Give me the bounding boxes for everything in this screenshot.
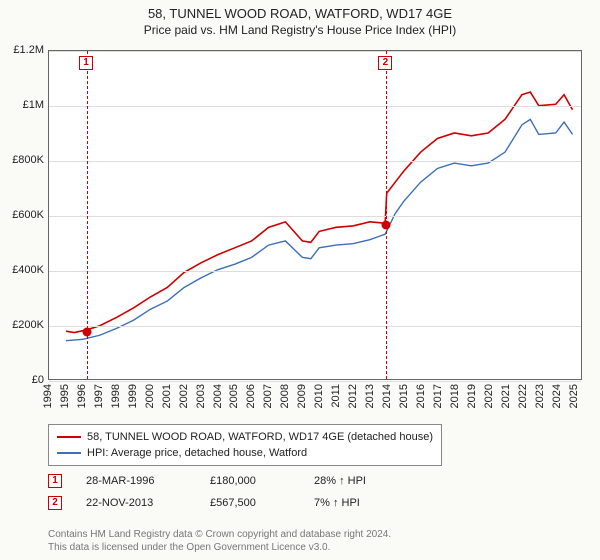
- x-tick-label: 2007: [262, 384, 274, 408]
- x-tick-label: 2012: [347, 384, 359, 408]
- gridline: [49, 271, 581, 272]
- legend-swatch: [57, 436, 81, 438]
- event-table: 1 28-MAR-1996 £180,000 28% ↑ HPI 2 22-NOV-201…: [48, 470, 404, 514]
- x-tick-label: 2016: [415, 384, 427, 408]
- y-tick-label: £1.2M: [4, 44, 44, 56]
- gridline: [49, 106, 581, 107]
- chart-svg: [49, 51, 581, 379]
- x-tick-label: 1998: [110, 384, 122, 408]
- footer-attribution: Contains HM Land Registry data © Crown c…: [48, 528, 391, 554]
- x-tick-label: 2023: [534, 384, 546, 408]
- x-tick-label: 1997: [93, 384, 105, 408]
- x-tick-label: 1996: [76, 384, 88, 408]
- x-tick-label: 2021: [500, 384, 512, 408]
- footer-line: Contains HM Land Registry data © Crown c…: [48, 528, 391, 541]
- gridline: [49, 326, 581, 327]
- chart-subtitle: Price paid vs. HM Land Registry's House …: [0, 21, 600, 41]
- event-marker: 1: [79, 56, 93, 70]
- event-date: 22-NOV-2013: [86, 497, 186, 509]
- gridline: [49, 381, 581, 382]
- plot-area: [48, 50, 582, 380]
- event-marker: 2: [378, 56, 392, 70]
- chart-title: 58, TUNNEL WOOD ROAD, WATFORD, WD17 4GE: [0, 0, 600, 21]
- x-tick-label: 2000: [144, 384, 156, 408]
- y-tick-label: £400K: [4, 264, 44, 276]
- x-tick-label: 2005: [228, 384, 240, 408]
- y-tick-label: £800K: [4, 154, 44, 166]
- footer-line: This data is licensed under the Open Gov…: [48, 541, 391, 554]
- event-dot: [82, 327, 91, 336]
- x-tick-label: 2015: [398, 384, 410, 408]
- y-tick-label: £1M: [4, 99, 44, 111]
- x-tick-label: 2010: [313, 384, 325, 408]
- chart-container: 58, TUNNEL WOOD ROAD, WATFORD, WD17 4GE …: [0, 0, 600, 560]
- x-tick-label: 2017: [432, 384, 444, 408]
- event-delta: 28% ↑ HPI: [314, 475, 404, 487]
- event-marker: 1: [48, 474, 62, 488]
- event-row: 1 28-MAR-1996 £180,000 28% ↑ HPI: [48, 470, 404, 492]
- event-row: 2 22-NOV-2013 £567,500 7% ↑ HPI: [48, 492, 404, 514]
- legend-row: HPI: Average price, detached house, Watf…: [57, 445, 433, 461]
- y-tick-label: £600K: [4, 209, 44, 221]
- gridline: [49, 216, 581, 217]
- x-tick-label: 1994: [42, 384, 54, 408]
- x-tick-label: 2019: [466, 384, 478, 408]
- x-tick-label: 1995: [59, 384, 71, 408]
- x-tick-label: 2020: [483, 384, 495, 408]
- event-date: 28-MAR-1996: [86, 475, 186, 487]
- legend-row: 58, TUNNEL WOOD ROAD, WATFORD, WD17 4GE …: [57, 429, 433, 445]
- event-marker: 2: [48, 496, 62, 510]
- event-vline: [386, 51, 387, 379]
- legend: 58, TUNNEL WOOD ROAD, WATFORD, WD17 4GE …: [48, 424, 442, 466]
- x-tick-label: 2022: [517, 384, 529, 408]
- event-dot: [382, 220, 391, 229]
- x-tick-label: 2001: [161, 384, 173, 408]
- series-price_paid: [66, 92, 573, 333]
- gridline: [49, 51, 581, 52]
- y-tick-label: £200K: [4, 319, 44, 331]
- x-tick-label: 2008: [279, 384, 291, 408]
- x-tick-label: 2013: [364, 384, 376, 408]
- gridline: [49, 161, 581, 162]
- x-tick-label: 2004: [212, 384, 224, 408]
- x-tick-label: 2014: [381, 384, 393, 408]
- x-tick-label: 2018: [449, 384, 461, 408]
- x-tick-label: 2025: [568, 384, 580, 408]
- x-tick-label: 2011: [330, 384, 342, 408]
- x-tick-label: 2009: [296, 384, 308, 408]
- legend-swatch: [57, 452, 81, 454]
- x-tick-label: 1999: [127, 384, 139, 408]
- x-tick-label: 2002: [178, 384, 190, 408]
- x-tick-label: 2006: [245, 384, 257, 408]
- legend-label: 58, TUNNEL WOOD ROAD, WATFORD, WD17 4GE …: [87, 429, 433, 445]
- event-price: £180,000: [210, 475, 290, 487]
- series-hpi: [66, 119, 573, 340]
- x-tick-label: 2003: [195, 384, 207, 408]
- x-tick-label: 2024: [551, 384, 563, 408]
- event-price: £567,500: [210, 497, 290, 509]
- event-delta: 7% ↑ HPI: [314, 497, 404, 509]
- y-tick-label: £0: [4, 374, 44, 386]
- legend-label: HPI: Average price, detached house, Watf…: [87, 445, 307, 461]
